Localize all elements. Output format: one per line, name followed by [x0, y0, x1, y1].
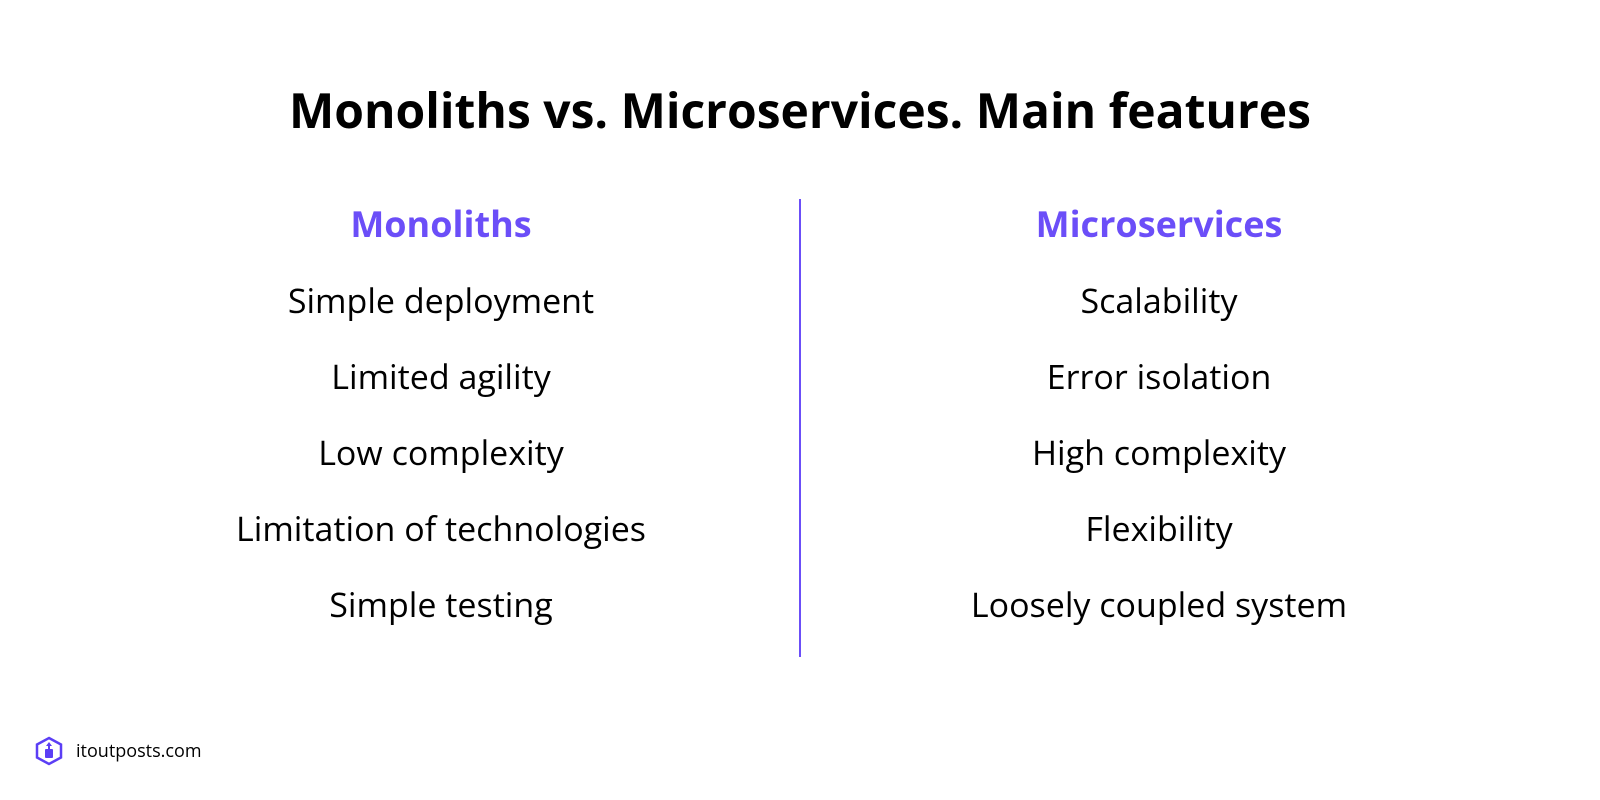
right-column: Microservices Scalability Error isolatio… [849, 199, 1469, 657]
page-title: Monoliths vs. Microservices. Main featur… [0, 0, 1600, 199]
feature-item: Flexibility [849, 506, 1469, 552]
footer-brand-text: itoutposts.com [76, 739, 202, 763]
feature-item: Limitation of technologies [131, 506, 751, 552]
left-column-header: Monoliths [131, 199, 751, 248]
comparison-columns: Monoliths Simple deployment Limited agil… [0, 199, 1600, 657]
feature-item: Low complexity [131, 430, 751, 476]
feature-item: High complexity [849, 430, 1469, 476]
footer: itoutposts.com [34, 736, 202, 766]
feature-item: Loosely coupled system [849, 582, 1469, 628]
feature-item: Error isolation [849, 354, 1469, 400]
feature-item: Simple testing [131, 582, 751, 628]
brand-logo-icon [34, 736, 64, 766]
left-column: Monoliths Simple deployment Limited agil… [131, 199, 751, 657]
feature-item: Simple deployment [131, 278, 751, 324]
right-column-header: Microservices [849, 199, 1469, 248]
feature-item: Scalability [849, 278, 1469, 324]
column-divider [799, 199, 801, 657]
feature-item: Limited agility [131, 354, 751, 400]
